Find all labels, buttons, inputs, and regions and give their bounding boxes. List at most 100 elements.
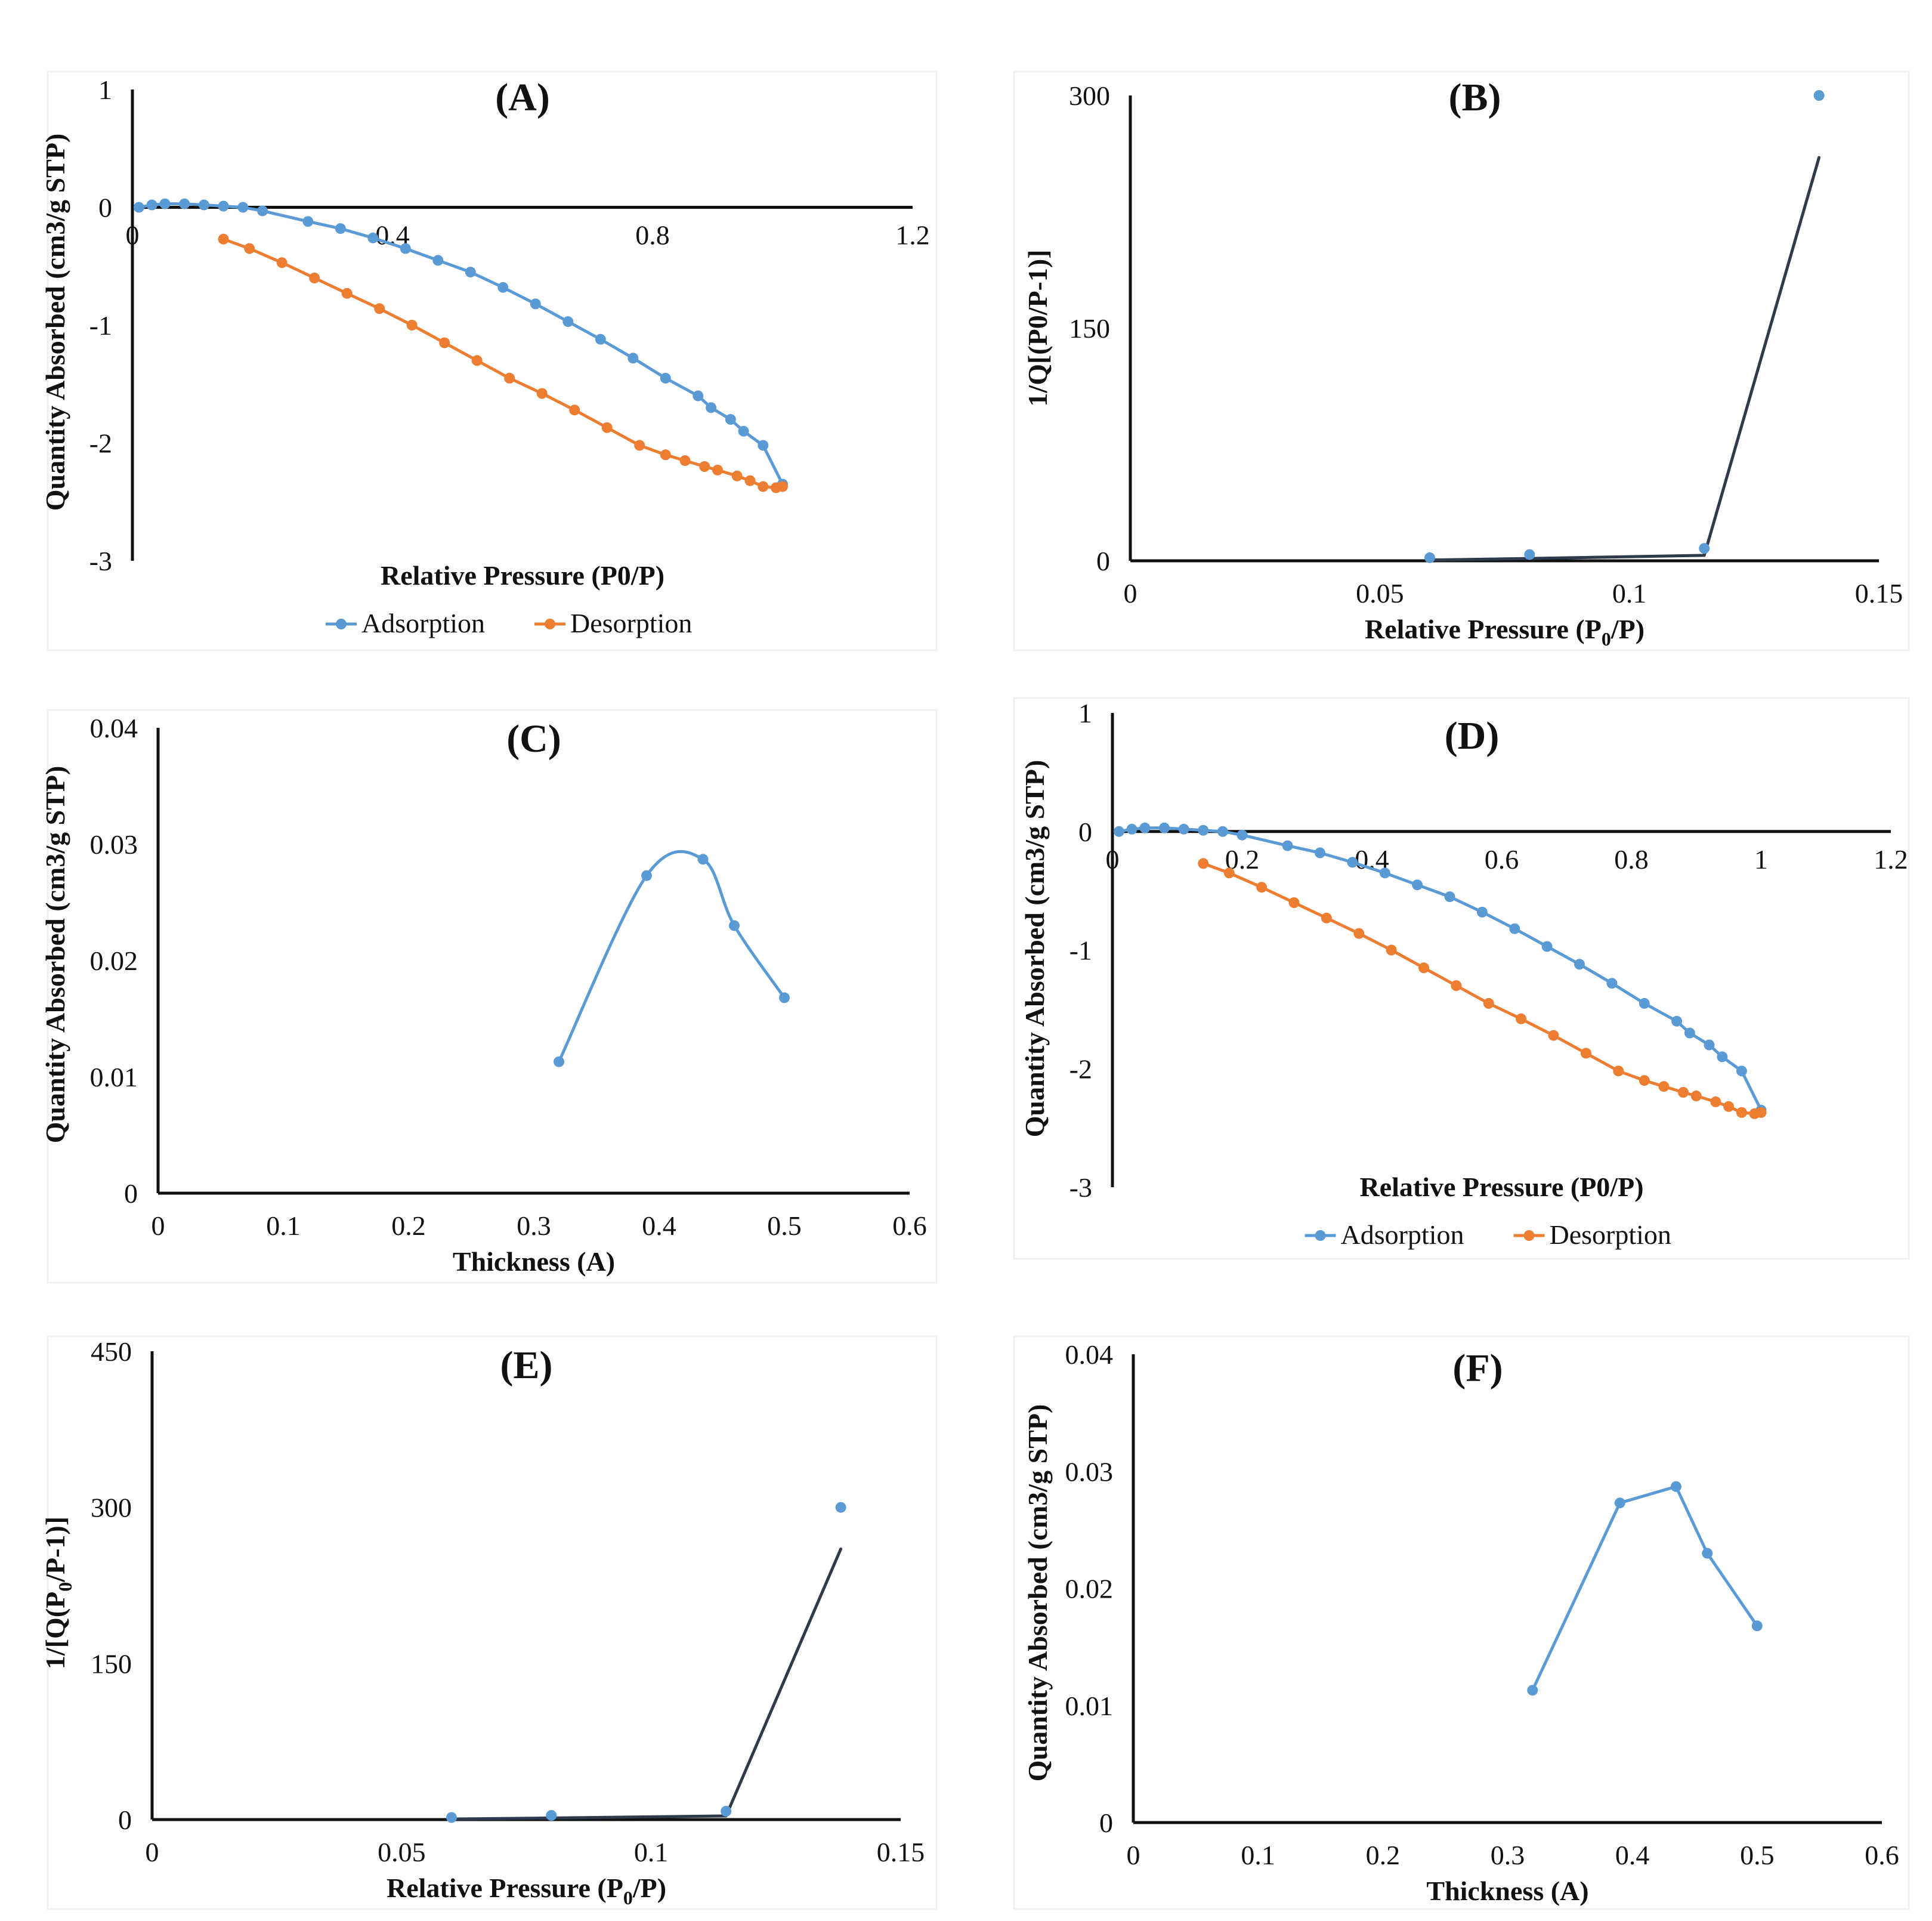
data-point-adsorption [159,198,171,209]
panel-frame [1013,70,1910,651]
data-point-desorption [1723,1101,1735,1112]
x-tick-label: 0 [1124,578,1137,609]
y-tick-label: 300 [1069,81,1110,111]
data-point-adsorption [1541,941,1553,952]
x-axis-title: Thickness (A) [453,1246,615,1277]
data-point-desorption [1321,912,1332,924]
x-tick-label: 1.2 [1874,844,1908,875]
y-tick-label: -3 [89,546,112,576]
data-point-desorption [341,288,353,299]
data-point-desorption [744,475,756,486]
x-tick-label: 0.4 [642,1210,676,1241]
data-point-desorption [439,337,450,348]
x-tick-label: 0.5 [1740,1840,1775,1870]
data-point-data-points [1699,543,1710,554]
x-tick-label: 1.2 [895,220,930,251]
data-point-adsorption [335,223,346,234]
data-point-desorption [504,372,515,384]
data-point-desorption [1288,897,1300,908]
y-tick-label: 1 [98,75,112,105]
x-tick-label: 0.15 [1855,578,1903,609]
data-point-adsorption [1717,1051,1728,1063]
x-axis-title-text: Thickness (A) [1426,1876,1588,1906]
x-axis-title-text: Relative Pressure (P [1365,614,1602,644]
y-tick-label: 1 [1078,698,1092,728]
x-axis-title-suffix: /P) [1610,614,1644,644]
data-point-desorption [276,257,288,268]
data-point-adsorption [1126,823,1137,835]
data-point-desorption [1580,1048,1591,1059]
data-point-adsorption [1237,829,1248,841]
data-point-adsorption [400,243,411,254]
data-point-adsorption [779,992,790,1003]
x-tick-label: 0.05 [1356,578,1404,609]
data-point-desorption [1710,1096,1721,1107]
data-point-adsorption [1444,891,1455,903]
series-line-bet-fit [1428,156,1821,562]
data-point-adsorption [1347,857,1358,868]
y-axis-title-subscript: 0 [54,1582,76,1592]
x-axis-title-text: Relative Pressure (P [387,1873,623,1903]
data-point-desorption [536,388,548,399]
data-point-adsorption [198,199,209,211]
data-point-desorption [1198,858,1209,869]
x-tick-label: 0.6 [1865,1840,1899,1870]
data-point-adsorption [1527,1685,1538,1696]
y-tick-label: 0 [1096,546,1110,576]
x-tick-label: 0.5 [767,1210,802,1241]
panel-frame [47,70,938,651]
data-point-adsorption [1159,822,1170,833]
y-axis-title-text: 1/[Q(P [40,1592,70,1669]
data-point-adsorption [1476,906,1488,918]
x-tick-label: 0.8 [635,220,670,251]
data-point-adsorption [1684,1027,1695,1039]
data-point-adsorption [1670,1481,1681,1492]
series-line-adsorption [557,850,786,1064]
data-point-adsorption [465,267,476,278]
y-axis-title: Quantity Absorbed (cm3/g STP) [40,766,70,1144]
chart-panel-d: 10-1-2-30 0.2 0.4 0.6 0.8 1 1.2(D)Relative Pre… [1013,697,1910,1260]
y-axis-title-text: Quantity Absorbed (cm3/g STP) [40,134,70,511]
y-tick-label: 0.04 [90,713,138,743]
data-point-desorption [1690,1091,1702,1101]
x-tick-label: 0.8 [1614,844,1649,875]
data-point-desorption [244,243,255,254]
panel-letter: (B) [1449,76,1501,119]
data-point-adsorption [729,920,740,931]
x-axis-title-suffix: /P) [632,1873,666,1903]
data-point-desorption [634,440,645,451]
y-axis-title-text: Quantity Absorbed (cm3/g STP) [1022,1404,1053,1782]
data-point-adsorption [218,200,229,212]
x-tick-label: 0.3 [517,1210,551,1241]
data-point-adsorption [1412,879,1423,891]
data-point-data-points [721,1806,732,1817]
data-point-adsorption [758,440,769,451]
data-point-desorption [601,422,613,433]
x-tick-label: 0.4 [1615,1840,1650,1870]
chart-panel-f: 0.04 0.03 0.02 0.01 00 0.1 0.2 0.3 0.4 0.5 0.6 (F) T… [1013,1335,1910,1910]
data-point-adsorption [725,414,736,425]
y-axis-title-text: 1/Q[(P0/P-1)] [1022,249,1053,406]
data-point-adsorption [146,199,157,211]
data-point-desorption [1418,962,1429,974]
data-point-adsorption [660,372,671,384]
x-tick-label: 0.3 [1491,1840,1525,1870]
panel-letter: (F) [1452,1346,1503,1390]
legend-swatch-marker [336,619,347,629]
data-point-desorption [679,455,691,467]
data-point-desorption [1639,1075,1650,1086]
data-point-desorption [1755,1107,1767,1118]
data-point-adsorption [697,854,709,865]
data-point-desorption [1223,867,1235,879]
data-point-adsorption [1509,923,1520,934]
x-tick-label: 0.05 [378,1837,426,1867]
data-point-desorption [1386,944,1397,956]
data-point-adsorption [1614,1497,1625,1509]
data-point-adsorption [1217,826,1228,837]
panel-letter: (A) [495,76,550,119]
data-point-desorption [777,481,788,492]
data-point-desorption [1256,882,1268,893]
x-axis-title-subscript: 0 [623,1887,633,1908]
